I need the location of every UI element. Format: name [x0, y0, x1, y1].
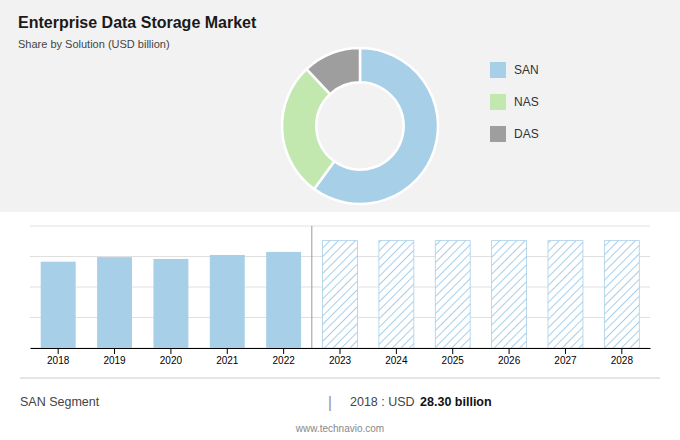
- x-tick: 2022: [273, 348, 296, 366]
- bar: [153, 259, 188, 348]
- x-tick-label: 2025: [442, 355, 465, 366]
- x-tick-mark: [621, 348, 622, 354]
- bar: [435, 241, 470, 348]
- legend-swatch: [490, 126, 506, 142]
- chart-root: Enterprise Data Storage Market Share by S…: [0, 0, 680, 440]
- x-tick-label: 2019: [103, 355, 126, 366]
- bar: [548, 241, 583, 348]
- x-tick-mark: [283, 348, 284, 354]
- x-tick: 2028: [611, 348, 634, 366]
- x-tick-label: 2020: [160, 355, 183, 366]
- annotation: 28.30 billion: [420, 395, 492, 409]
- x-tick-label: 2026: [498, 355, 521, 366]
- x-tick-mark: [396, 348, 397, 354]
- x-tick-mark: [58, 348, 59, 354]
- legend-item: SAN: [490, 62, 539, 78]
- legend: SAN NAS DAS: [490, 62, 539, 142]
- grid-line: [30, 226, 650, 227]
- bar: [492, 241, 527, 348]
- header-background: [0, 0, 680, 212]
- annotation: SAN Segment: [20, 395, 100, 409]
- legend-label: NAS: [514, 95, 539, 109]
- x-axis: 2018 2019 2020 2021 2022 2023 2024 2025 2026 2027…: [31, 348, 651, 366]
- x-tick-label: 2027: [554, 355, 577, 366]
- x-tick: 2021: [216, 348, 239, 366]
- title: Enterprise Data Storage Market: [18, 14, 257, 31]
- x-tick-label: 2021: [216, 355, 239, 366]
- x-tick-label: 2024: [385, 355, 408, 366]
- bar: [41, 262, 76, 348]
- x-tick: 2025: [442, 348, 465, 366]
- divider: [311, 226, 312, 348]
- x-tick: 2026: [498, 348, 521, 366]
- subtitle: Share by Solution (USD billion): [18, 38, 170, 50]
- x-tick-mark: [114, 348, 115, 354]
- x-tick-label: 2028: [611, 355, 634, 366]
- x-tick-label: 2018: [47, 355, 70, 366]
- x-tick-mark: [340, 348, 341, 354]
- bar: [97, 257, 132, 348]
- bar: [604, 241, 639, 348]
- annotation: 2018 : USD: [350, 395, 418, 409]
- legend-swatch: [490, 94, 506, 110]
- legend-item: NAS: [490, 94, 539, 110]
- x-tick: 2018: [47, 348, 70, 366]
- legend-item: DAS: [490, 126, 539, 142]
- x-tick: 2020: [160, 348, 183, 366]
- bar-plot: 2018 2019 2020 2021 2022 2023 2024 2025 2026 2027…: [30, 226, 651, 366]
- legend-label: SAN: [514, 63, 539, 77]
- x-tick-mark: [170, 348, 171, 354]
- slice: [307, 48, 360, 94]
- legend-swatch: [490, 62, 506, 78]
- legend-label: DAS: [514, 127, 539, 141]
- bar: [266, 252, 301, 348]
- annotation: |: [328, 393, 332, 412]
- x-tick-mark: [565, 348, 566, 354]
- bars: [41, 241, 640, 348]
- x-tick: 2023: [329, 348, 352, 366]
- donut: [282, 48, 438, 204]
- x-tick-mark: [509, 348, 510, 354]
- grid: [30, 226, 650, 348]
- bar: [210, 255, 245, 348]
- x-tick-mark: [227, 348, 228, 354]
- bar: [323, 241, 358, 348]
- x-tick: 2027: [554, 348, 577, 366]
- x-tick: 2024: [385, 348, 408, 366]
- x-tick-label: 2022: [273, 355, 296, 366]
- x-tick-label: 2023: [329, 355, 352, 366]
- bar: [379, 241, 414, 348]
- annotation: www.technavio.com: [295, 423, 384, 434]
- x-tick: 2019: [103, 348, 126, 366]
- x-tick-mark: [452, 348, 453, 354]
- footer-rule: [20, 378, 660, 379]
